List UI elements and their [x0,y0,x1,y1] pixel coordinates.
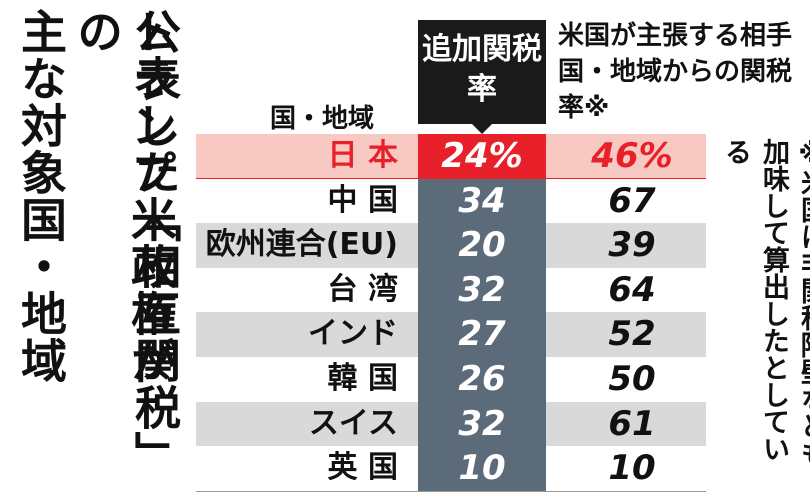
additional-tariff-value: 26 [418,356,546,402]
additional-tariff-value: 32 [418,267,546,313]
table-row: インド 27 52 [196,312,706,358]
country-name: 英 国 [327,450,398,486]
claimed-rate-value: 52 [608,314,656,355]
country-name: 日 本 [327,138,398,173]
table-row: 日 本 24% 46% [196,134,706,180]
additional-tariff-header: 追加関税率 [418,20,546,124]
additional-tariff-value: 34 [418,178,546,224]
claimed-rate-value: 67 [608,180,656,221]
table-row: 中 国 34 67 [196,178,706,225]
additional-tariff-value: 27 [418,312,546,357]
table-row: 欧州連合(EU) 20 39 [196,223,706,269]
table-row: スイス 32 61 [196,401,706,448]
claimed-rate-header: 米国が主張する相手国・地域からの関税率※ [558,21,793,123]
additional-tariff-value: 32 [418,401,546,447]
title-line-3: 主な対象国・地域 [14,8,68,384]
title-line-2: 公表した「相互関税」の [70,8,182,478]
additional-tariff-value: 10 [418,446,546,491]
country-name: 韓 国 [327,360,398,396]
row-divider [196,490,706,492]
additional-tariff-value: 24% [418,134,546,179]
table-row: 英 国 10 10 [196,446,706,492]
country-name: 欧州連合(EU) [205,227,398,263]
claimed-rate-value: 64 [608,269,656,310]
additional-tariff-header-label: 追加関税率 [422,32,542,107]
tariff-table: 日 本 24% 46% 中 国 34 67 欧州連合(EU) 20 39 台 湾 32 64 インド 27… [196,134,706,492]
table-row: 韓 国 26 50 [196,356,706,403]
country-column-header: 国・地域 [270,104,375,134]
claimed-rate-value: 61 [608,403,656,444]
claimed-rate-value: 50 [608,358,656,399]
footnote: ※米国は非関税障壁なども加味して算出したとしている [720,138,810,466]
title-line-1: トランプ米政権が [124,8,178,384]
claimed-rate-value: 10 [608,448,656,489]
table-row: 台 湾 32 64 [196,267,706,314]
country-name: 中 国 [327,182,398,218]
additional-tariff-value: 20 [418,223,546,268]
header-pointer-triangle [470,122,494,134]
country-name: 台 湾 [327,271,398,307]
country-name: インド [308,316,398,352]
country-name: スイス [308,405,398,441]
claimed-rate-value: 39 [608,225,656,266]
claimed-rate-value: 46% [591,136,673,176]
